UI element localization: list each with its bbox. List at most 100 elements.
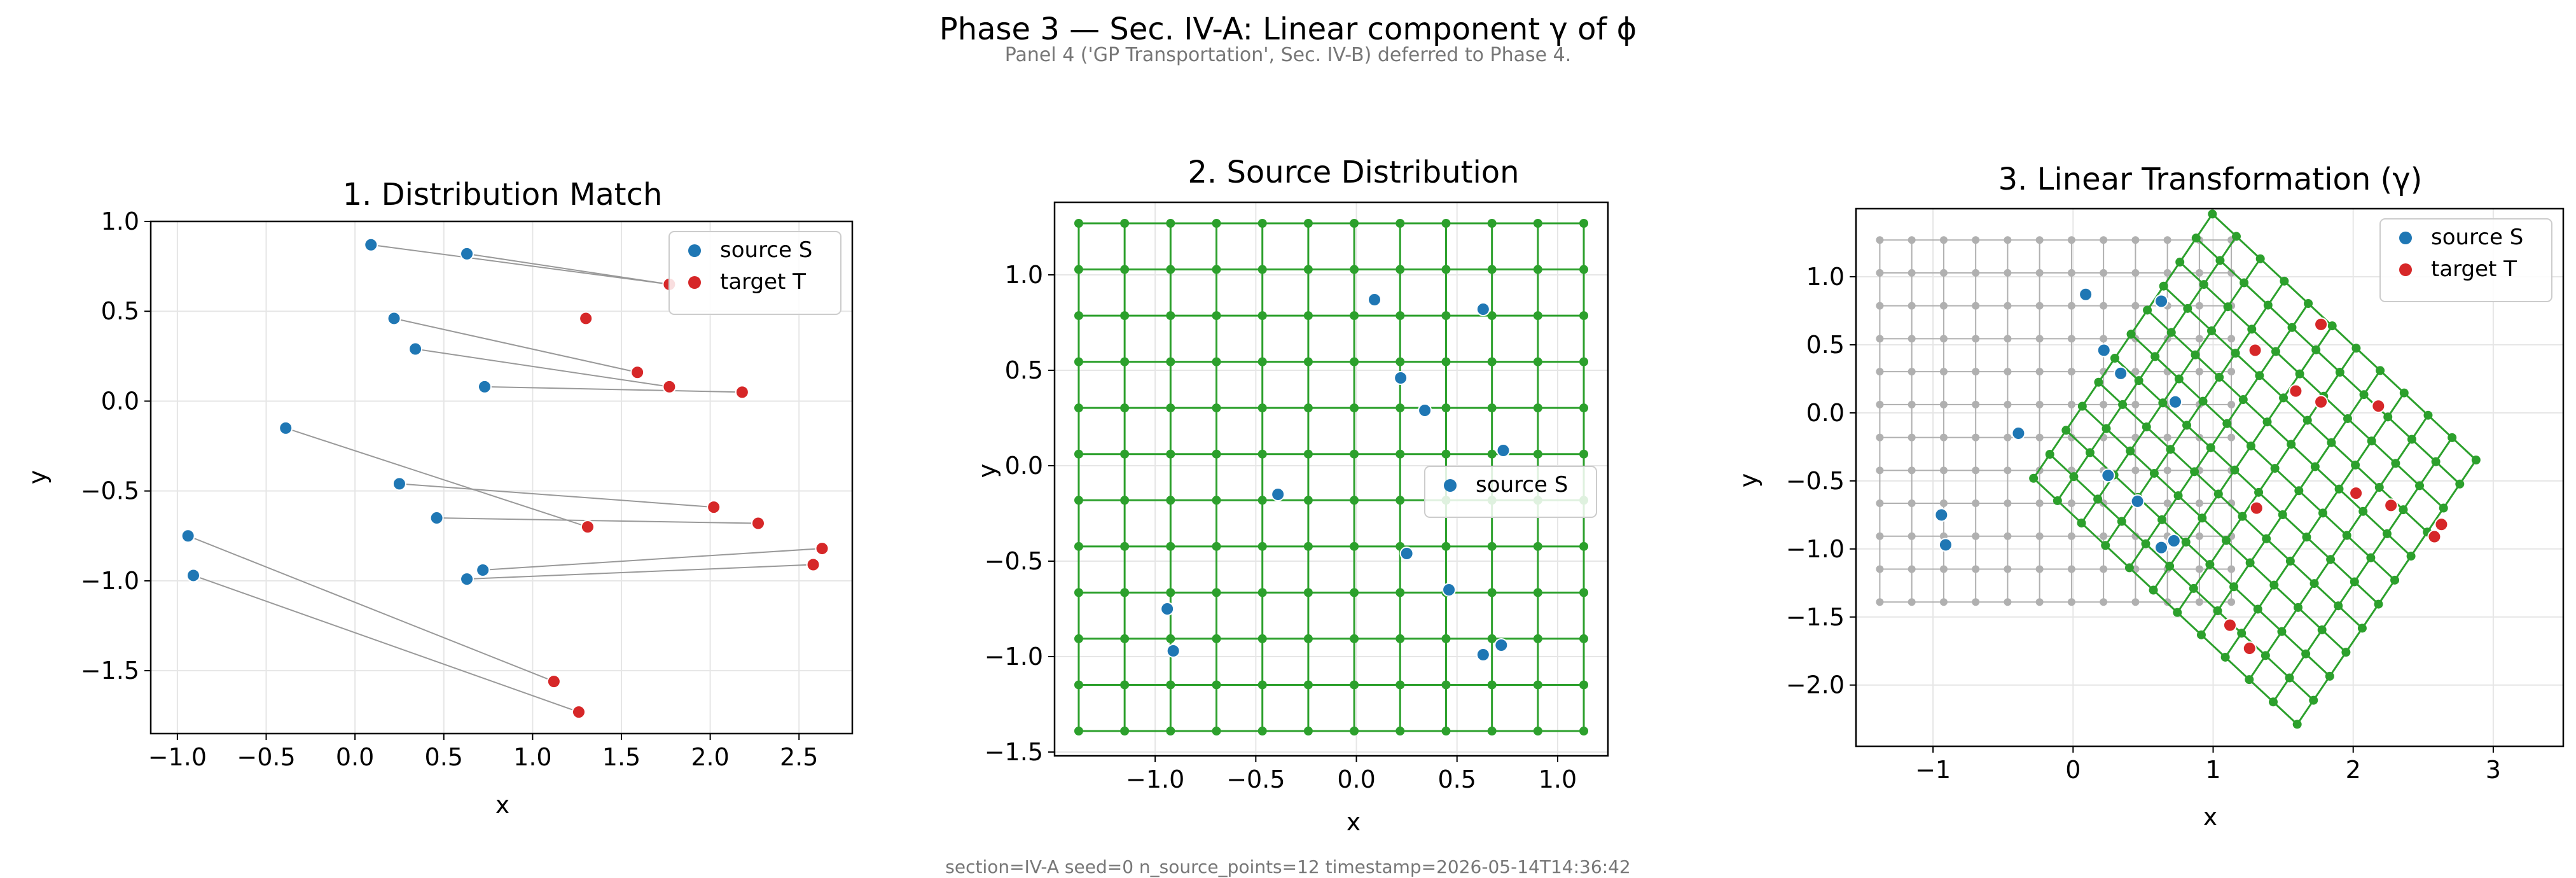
match-line bbox=[483, 548, 822, 571]
mesh-node bbox=[1257, 680, 1267, 690]
transformed-mesh-node bbox=[2246, 441, 2255, 450]
original-mesh-node bbox=[1972, 236, 1980, 244]
transformed-mesh-line bbox=[2163, 285, 2428, 533]
original-mesh-node bbox=[1908, 335, 1916, 343]
mesh-node bbox=[1212, 634, 1221, 643]
transformed-mesh-node bbox=[2061, 426, 2071, 435]
transformed-mesh-node bbox=[2407, 435, 2416, 444]
target-point bbox=[815, 541, 829, 556]
transformed-mesh-node bbox=[2237, 629, 2247, 638]
transformed-mesh-node bbox=[2334, 484, 2344, 494]
transformed-mesh-node bbox=[2309, 579, 2319, 589]
transformed-mesh-node bbox=[2205, 560, 2215, 569]
x-tick-label: −0.5 bbox=[237, 743, 295, 771]
mesh-node bbox=[1487, 634, 1497, 643]
mesh-node bbox=[1074, 357, 1083, 366]
mesh-node bbox=[1441, 727, 1451, 735]
transformed-mesh-node bbox=[2223, 302, 2233, 312]
source-point bbox=[186, 568, 201, 583]
target-point bbox=[546, 674, 561, 689]
mesh-node bbox=[1395, 357, 1405, 366]
transformed-mesh-node bbox=[2207, 326, 2217, 335]
mesh-node bbox=[1441, 265, 1451, 274]
transformed-mesh-node bbox=[2269, 697, 2278, 707]
mesh-node bbox=[1212, 357, 1221, 366]
original-mesh-node bbox=[2195, 532, 2203, 540]
y-tick-label: −1.5 bbox=[985, 738, 1043, 766]
transformed-mesh-node bbox=[2173, 608, 2182, 617]
match-line bbox=[484, 386, 742, 393]
mesh-node bbox=[1212, 727, 1221, 735]
transformed-mesh-node bbox=[2238, 395, 2248, 405]
y-tick-label: −1.0 bbox=[985, 643, 1043, 671]
source-point bbox=[2166, 533, 2181, 548]
source-point bbox=[2130, 494, 2145, 508]
original-mesh-node bbox=[1972, 565, 1980, 573]
transformed-mesh-node bbox=[2220, 652, 2230, 662]
transformed-mesh-node bbox=[2292, 720, 2302, 729]
original-mesh-node bbox=[2004, 268, 2012, 277]
transformed-mesh-node bbox=[2117, 517, 2126, 526]
transformed-mesh-node bbox=[2285, 673, 2294, 683]
original-mesh-node bbox=[1876, 433, 1884, 442]
mesh-node bbox=[1257, 311, 1267, 321]
match-line bbox=[415, 348, 670, 387]
original-mesh-node bbox=[2195, 368, 2203, 376]
mesh-node bbox=[1074, 541, 1083, 551]
source-point bbox=[408, 342, 423, 356]
transformed-mesh-node bbox=[2406, 552, 2416, 561]
mesh-node bbox=[1212, 496, 1221, 505]
source-point bbox=[2101, 468, 2116, 483]
source-point bbox=[1494, 638, 1509, 652]
transformed-mesh-line bbox=[2049, 453, 2315, 701]
transformed-mesh-node bbox=[2173, 491, 2183, 501]
transformed-mesh-node bbox=[2351, 460, 2360, 470]
target-point bbox=[2314, 394, 2329, 409]
original-mesh-node bbox=[1876, 368, 1884, 376]
mesh-node bbox=[1350, 680, 1359, 690]
transformed-mesh-node bbox=[2150, 352, 2160, 361]
mesh-node bbox=[1074, 265, 1083, 274]
original-mesh-node bbox=[1908, 433, 1916, 442]
transformed-mesh-node bbox=[2302, 533, 2311, 542]
original-mesh-node bbox=[2131, 400, 2140, 408]
x-tick-label: 0.0 bbox=[1337, 765, 1375, 793]
mesh-node bbox=[1350, 496, 1359, 505]
transformed-mesh-node bbox=[2342, 531, 2351, 540]
mesh-node bbox=[1487, 449, 1497, 459]
mesh-node bbox=[1487, 219, 1497, 228]
transformed-mesh-node bbox=[2102, 424, 2111, 433]
mesh-node bbox=[1350, 219, 1359, 228]
transformed-mesh-node bbox=[2124, 563, 2134, 573]
mesh-node bbox=[1166, 265, 1175, 274]
original-mesh-node bbox=[1939, 565, 1948, 573]
mesh-node bbox=[1441, 403, 1451, 413]
axes-frame bbox=[1855, 207, 2565, 748]
mesh-node bbox=[1257, 449, 1267, 459]
transformed-mesh-line bbox=[2195, 237, 2461, 485]
transformed-mesh-node bbox=[2142, 422, 2151, 432]
mesh-node bbox=[1533, 403, 1542, 413]
original-mesh-node bbox=[2131, 236, 2140, 244]
transformed-mesh-line bbox=[2114, 357, 2379, 605]
original-mesh-node bbox=[1876, 335, 1884, 343]
mesh-node bbox=[1303, 588, 1313, 597]
transformed-mesh-node bbox=[2208, 209, 2217, 219]
mesh-node bbox=[1395, 311, 1405, 321]
mesh-node bbox=[1257, 588, 1267, 597]
mesh-node bbox=[1166, 403, 1175, 413]
mesh-node bbox=[1579, 727, 1589, 735]
original-mesh-node bbox=[2131, 598, 2140, 606]
original-mesh-node bbox=[1876, 565, 1884, 573]
legend: source S bbox=[1424, 466, 1597, 518]
match-line bbox=[394, 317, 638, 373]
transformed-mesh-node bbox=[2198, 396, 2208, 406]
y-tick-label: −0.5 bbox=[81, 477, 139, 505]
y-tick-label: −1.0 bbox=[1786, 535, 1845, 563]
transformed-mesh-node bbox=[2269, 580, 2279, 590]
transformed-mesh-node bbox=[2261, 651, 2270, 660]
transformed-mesh-node bbox=[2318, 508, 2327, 518]
source-point bbox=[460, 246, 474, 261]
original-mesh-node bbox=[1972, 268, 1980, 277]
original-mesh-node bbox=[1876, 236, 1884, 244]
